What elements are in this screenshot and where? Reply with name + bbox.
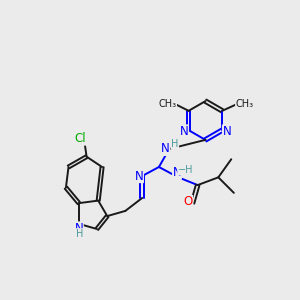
Text: N: N xyxy=(172,166,182,179)
Text: CH₃: CH₃ xyxy=(236,99,254,110)
Text: N: N xyxy=(161,142,170,155)
Text: −H: −H xyxy=(178,165,193,175)
Text: Cl: Cl xyxy=(74,132,86,145)
Text: N: N xyxy=(135,169,143,182)
Text: O: O xyxy=(183,195,193,208)
Text: CH₃: CH₃ xyxy=(158,99,176,110)
Text: H: H xyxy=(76,229,84,239)
Text: N: N xyxy=(74,222,83,235)
Text: N: N xyxy=(180,125,188,138)
Text: N: N xyxy=(223,125,231,138)
Text: H: H xyxy=(171,139,178,149)
